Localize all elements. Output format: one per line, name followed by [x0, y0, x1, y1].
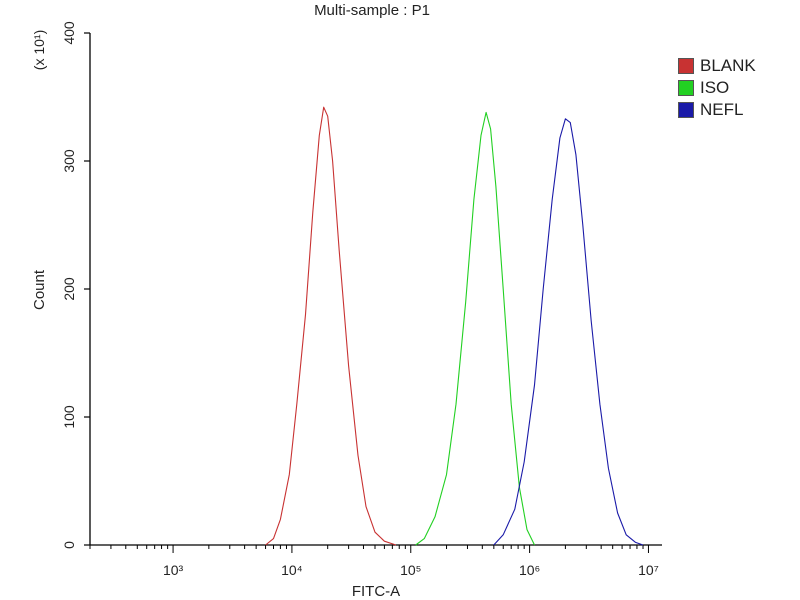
legend-item-nefl: NEFL: [678, 99, 756, 121]
legend-swatch: [678, 80, 694, 96]
chart-title: Multi-sample : P1: [314, 2, 430, 19]
legend-swatch: [678, 102, 694, 118]
legend-item-blank: BLANK: [678, 55, 756, 77]
y-tick-label: 200: [61, 277, 77, 301]
legend-swatch: [678, 58, 694, 74]
series-line-nefl: [493, 118, 644, 546]
y-tick-label: 0: [61, 541, 77, 549]
legend-label: BLANK: [700, 56, 756, 75]
legend-item-iso: ISO: [678, 77, 756, 99]
x-tick-label: 10⁵: [400, 562, 421, 578]
axes: [89, 33, 662, 546]
y-axis-label: Count: [31, 269, 48, 310]
legend-label: NEFL: [700, 100, 744, 119]
x-tick-label: 10⁷: [638, 562, 659, 578]
tick-group: 0 100 200 300 400 10³ 10⁴ 10⁵ 10⁶ 10⁷: [61, 21, 659, 578]
legend: BLANK ISO NEFL: [678, 55, 756, 121]
y-tick-label: 100: [61, 405, 77, 429]
y-multiplier-label: (x 10¹): [31, 30, 47, 70]
x-tick-label: 10⁶: [519, 562, 540, 578]
x-tick-label: 10³: [163, 562, 184, 578]
series-line-blank: [265, 106, 397, 546]
series-line-iso: [415, 111, 535, 546]
plot-area: [265, 106, 644, 546]
y-tick-label: 400: [61, 21, 77, 45]
y-tick-label: 300: [61, 149, 77, 173]
legend-label: ISO: [700, 78, 730, 97]
x-axis-label: FITC-A: [352, 583, 400, 600]
x-tick-label: 10⁴: [281, 562, 303, 578]
